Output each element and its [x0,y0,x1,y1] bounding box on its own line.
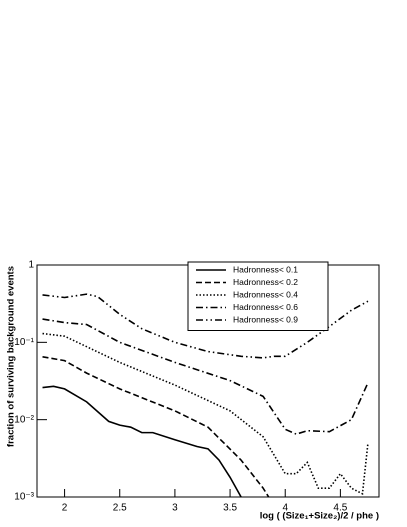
series-line [42,356,270,497]
legend-label: Hadronness< 0.6 [233,302,298,312]
legend-label: Hadronness< 0.1 [233,264,298,274]
y-tick-label: 10⁻³ [14,492,34,503]
legend-label: Hadronness< 0.9 [233,314,298,324]
x-tick-label: 2.5 [113,503,127,514]
series-line [42,332,369,496]
x-tick-label: 3.5 [223,503,237,514]
x-axis-label: log ( (Size₁+Size₂)/2 / phe ) [260,511,379,522]
x-tick-label: 4.5 [333,503,347,514]
x-tick-label: 4 [282,503,288,514]
x-tick-label: 3 [172,503,178,514]
legend-box [187,261,329,331]
legend-label: Hadronness< 0.4 [233,289,298,299]
lines [42,293,369,497]
y-tick-label: 10⁻² [14,414,34,425]
series-line [42,385,242,497]
y-axis-label: fraction of surviving background events [6,266,17,447]
y-tick-label: 10⁻¹ [14,337,34,348]
x-tick-label: 2 [62,503,68,514]
y-tick-label: 1 [28,260,34,271]
series-line [42,318,369,435]
legend-label: Hadronness< 0.2 [233,277,298,287]
